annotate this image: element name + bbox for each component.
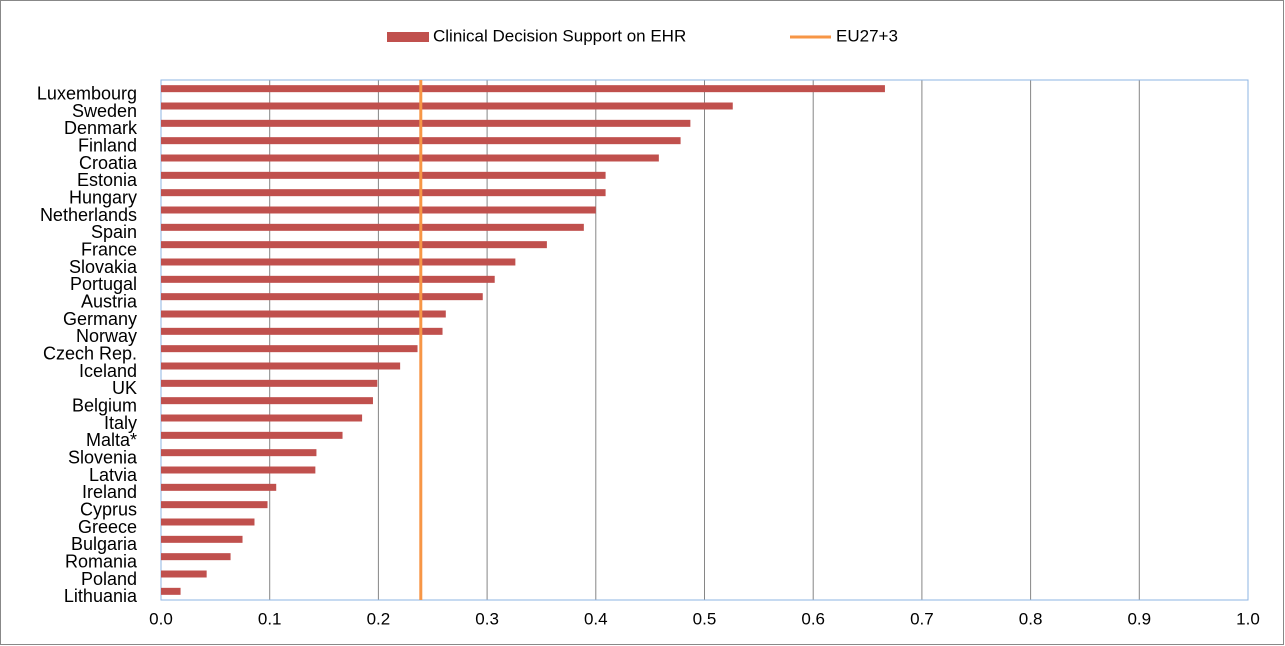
y-tick-label: Slovenia [68, 447, 138, 467]
bar [161, 275, 495, 283]
bar [161, 189, 606, 197]
y-tick-label: Croatia [79, 153, 138, 173]
x-tick-label: 0.2 [367, 609, 391, 628]
bar [161, 518, 255, 526]
bar [161, 587, 181, 595]
y-tick-label: Belgium [72, 395, 137, 415]
bar [161, 379, 378, 387]
bar [161, 570, 207, 578]
x-tick-label: 0.9 [1127, 609, 1151, 628]
bar [161, 414, 363, 422]
bar [161, 85, 885, 93]
y-tick-label: Lithuania [64, 586, 138, 606]
x-tick-label: 0.0 [149, 609, 173, 628]
x-tick-label: 0.8 [1019, 609, 1043, 628]
x-tick-label: 0.5 [693, 609, 717, 628]
bar [161, 449, 317, 457]
y-tick-label: Austria [81, 291, 138, 311]
bar [161, 102, 733, 110]
bar [161, 535, 243, 543]
y-tick-label: Iceland [79, 361, 137, 381]
y-tick-label: Sweden [72, 101, 137, 121]
x-tick-label: 0.7 [910, 609, 934, 628]
legend-label: EU27+3 [836, 26, 898, 45]
y-tick-label: Czech Rep. [43, 343, 137, 363]
x-tick-label: 0.3 [475, 609, 499, 628]
legend-swatch [387, 32, 429, 42]
bar [161, 466, 316, 474]
y-tick-label: Netherlands [40, 205, 137, 225]
bar [161, 431, 343, 439]
y-tick-label: Hungary [69, 187, 137, 207]
bar [161, 327, 443, 335]
y-tick-label: Malta* [86, 430, 137, 450]
y-tick-label: France [81, 239, 137, 259]
bar [161, 501, 268, 509]
y-tick-label: Ireland [82, 482, 137, 502]
y-tick-label: Luxembourg [37, 83, 137, 103]
bar [161, 310, 446, 318]
y-tick-label: Romania [65, 551, 138, 571]
bar [161, 258, 516, 266]
bar [161, 119, 691, 127]
y-tick-label: Greece [78, 517, 137, 537]
bar [161, 345, 418, 353]
y-tick-label: Bulgaria [71, 534, 138, 554]
y-tick-label: UK [112, 378, 137, 398]
y-tick-label: Finland [78, 135, 137, 155]
plot-border [160, 79, 1249, 601]
bar [161, 397, 373, 405]
x-tick-label: 1.0 [1236, 609, 1260, 628]
y-tick-label: Germany [63, 309, 137, 329]
x-tick-label: 0.4 [584, 609, 608, 628]
y-tick-label: Norway [76, 326, 137, 346]
y-tick-label: Poland [81, 569, 137, 589]
bar [161, 206, 596, 214]
bar [161, 171, 606, 179]
bar [161, 223, 584, 231]
bar [161, 241, 547, 249]
y-tick-label: Portugal [70, 274, 137, 294]
bar [161, 483, 277, 491]
y-tick-label: Estonia [77, 170, 138, 190]
x-tick-label: 0.1 [258, 609, 282, 628]
y-tick-label: Italy [104, 413, 137, 433]
y-tick-label: Denmark [64, 118, 138, 138]
y-tick-label: Slovakia [69, 257, 138, 277]
bar [161, 293, 483, 301]
y-tick-label: Cyprus [80, 499, 137, 519]
legend-label: Clinical Decision Support on EHR [433, 26, 686, 45]
y-tick-label: Latvia [89, 465, 138, 485]
bar [161, 362, 401, 370]
bar [161, 154, 659, 162]
y-tick-label: Spain [91, 222, 137, 242]
x-tick-label: 0.6 [801, 609, 825, 628]
bar [161, 553, 231, 561]
